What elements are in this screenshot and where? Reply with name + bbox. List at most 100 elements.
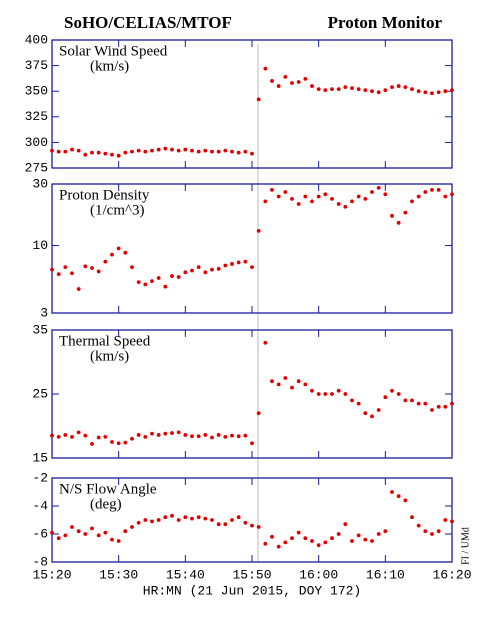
data-point — [443, 89, 448, 94]
data-point — [410, 87, 414, 92]
data-point — [316, 392, 321, 396]
data-point — [96, 533, 101, 538]
data-point — [350, 86, 354, 91]
y-tick-label: 375 — [25, 58, 48, 73]
data-point — [176, 148, 181, 153]
data-point — [223, 522, 228, 527]
data-point — [50, 267, 54, 272]
data-point — [56, 536, 61, 541]
data-point — [363, 411, 368, 416]
data-point — [210, 435, 214, 440]
data-point — [323, 540, 328, 545]
data-point — [130, 436, 134, 441]
data-point — [130, 525, 134, 529]
data-point — [263, 340, 268, 345]
data-point — [196, 149, 201, 154]
data-point — [90, 442, 94, 446]
data-point — [376, 90, 381, 95]
data-point — [56, 434, 61, 439]
data-point — [276, 544, 281, 549]
y-tick-label: 35 — [32, 322, 48, 337]
data-point — [216, 433, 221, 437]
data-point — [223, 434, 228, 439]
data-point — [70, 147, 74, 152]
data-point — [376, 532, 381, 536]
data-point — [70, 434, 74, 439]
data-point — [116, 539, 121, 543]
data-point — [416, 523, 421, 528]
data-point — [323, 192, 328, 197]
data-point — [196, 265, 201, 270]
data-point — [110, 537, 114, 542]
data-point — [203, 433, 208, 437]
data-point — [250, 265, 254, 270]
data-point — [336, 388, 341, 393]
data-point — [370, 539, 374, 543]
data-point — [170, 147, 174, 152]
data-point — [116, 153, 121, 158]
data-point — [423, 529, 428, 534]
data-point — [250, 441, 254, 446]
x-tick-label: 15:40 — [166, 567, 205, 582]
data-point — [316, 87, 321, 92]
data-point — [216, 522, 221, 527]
data-point — [176, 430, 181, 435]
data-point — [403, 85, 408, 90]
data-point — [190, 516, 194, 521]
data-point — [250, 151, 254, 156]
data-point — [90, 266, 94, 270]
data-point — [316, 194, 321, 199]
data-point — [76, 148, 81, 153]
y-tick-label: 25 — [32, 386, 48, 401]
credit: FI / UMd — [460, 527, 471, 565]
data-point — [410, 398, 414, 403]
x-tick-label: 15:20 — [32, 567, 71, 582]
data-point — [236, 260, 241, 265]
data-point — [150, 148, 154, 153]
data-point — [376, 185, 381, 190]
data-point — [363, 537, 368, 542]
data-point — [183, 515, 188, 520]
data-point — [63, 265, 68, 270]
data-point — [276, 84, 281, 88]
data-point — [163, 515, 168, 520]
data-point — [216, 266, 221, 271]
data-point — [270, 534, 274, 539]
data-point — [110, 152, 114, 157]
data-point — [76, 430, 81, 435]
data-point — [236, 515, 241, 520]
panel-title: Solar Wind Speed — [59, 43, 168, 59]
data-point — [156, 276, 161, 280]
data-point — [256, 525, 261, 529]
data-point — [76, 287, 81, 291]
data-point — [390, 213, 394, 218]
data-point — [363, 88, 368, 93]
data-point — [270, 379, 274, 384]
data-point — [203, 516, 208, 521]
data-point — [116, 246, 121, 251]
header-right: Proton Monitor — [328, 13, 443, 32]
data-point — [383, 192, 388, 197]
data-point — [430, 532, 434, 536]
data-point — [450, 519, 454, 524]
data-point — [336, 532, 341, 536]
data-point — [396, 392, 401, 396]
data-point — [96, 150, 101, 155]
data-point — [150, 519, 154, 524]
data-point — [236, 434, 241, 439]
data-point — [436, 188, 441, 192]
data-point — [243, 149, 248, 154]
data-point — [70, 525, 74, 529]
data-point — [396, 84, 401, 88]
data-point — [250, 523, 254, 528]
panel-title: Proton Density — [59, 187, 150, 203]
data-point — [383, 88, 388, 93]
data-point — [263, 199, 268, 204]
data-point — [123, 250, 128, 255]
data-point — [176, 518, 181, 522]
data-point — [196, 515, 201, 520]
data-point — [410, 515, 414, 520]
data-point — [450, 192, 454, 197]
data-point — [170, 513, 174, 518]
